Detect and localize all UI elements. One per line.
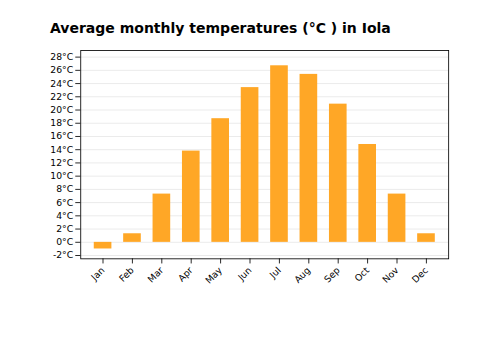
svg-text:Aug: Aug: [292, 264, 313, 285]
svg-text:2°C: 2°C: [56, 223, 73, 234]
svg-text:Mar: Mar: [145, 264, 165, 284]
svg-text:Apr: Apr: [176, 264, 195, 283]
svg-text:Jul: Jul: [267, 264, 283, 280]
svg-text:22°C: 22°C: [50, 91, 73, 102]
svg-text:Sep: Sep: [322, 264, 342, 284]
svg-text:-2°C: -2°C: [53, 249, 73, 260]
svg-text:8°C: 8°C: [56, 183, 73, 194]
html-text:Average monthly temperatures (: Average monthly temperatures (°C ) in Io…: [50, 20, 391, 36]
svg-text:18°C: 18°C: [50, 117, 73, 128]
svg-text:Jan: Jan: [88, 264, 107, 283]
svg-text:Feb: Feb: [117, 264, 136, 283]
svg-text:28°C: 28°C: [50, 51, 73, 62]
svg-text:6°C: 6°C: [56, 197, 73, 208]
svg-text:Jun: Jun: [235, 264, 254, 283]
svg-text:4°C: 4°C: [56, 210, 73, 221]
svg-text:Oct: Oct: [352, 264, 371, 283]
svg-text:10°C: 10°C: [50, 170, 73, 181]
svg-text:24°C: 24°C: [50, 78, 73, 89]
svg-text:14°C: 14°C: [50, 144, 73, 155]
svg-text:Nov: Nov: [380, 264, 401, 285]
svg-text:12°C: 12°C: [50, 157, 73, 168]
svg-text:May: May: [203, 264, 225, 286]
svg-text:20°C: 20°C: [50, 104, 73, 115]
svg-text:Dec: Dec: [409, 264, 429, 284]
svg-text:0°C: 0°C: [56, 236, 73, 247]
svg-text:26°C: 26°C: [50, 64, 73, 75]
svg-text:16°C: 16°C: [50, 130, 73, 141]
